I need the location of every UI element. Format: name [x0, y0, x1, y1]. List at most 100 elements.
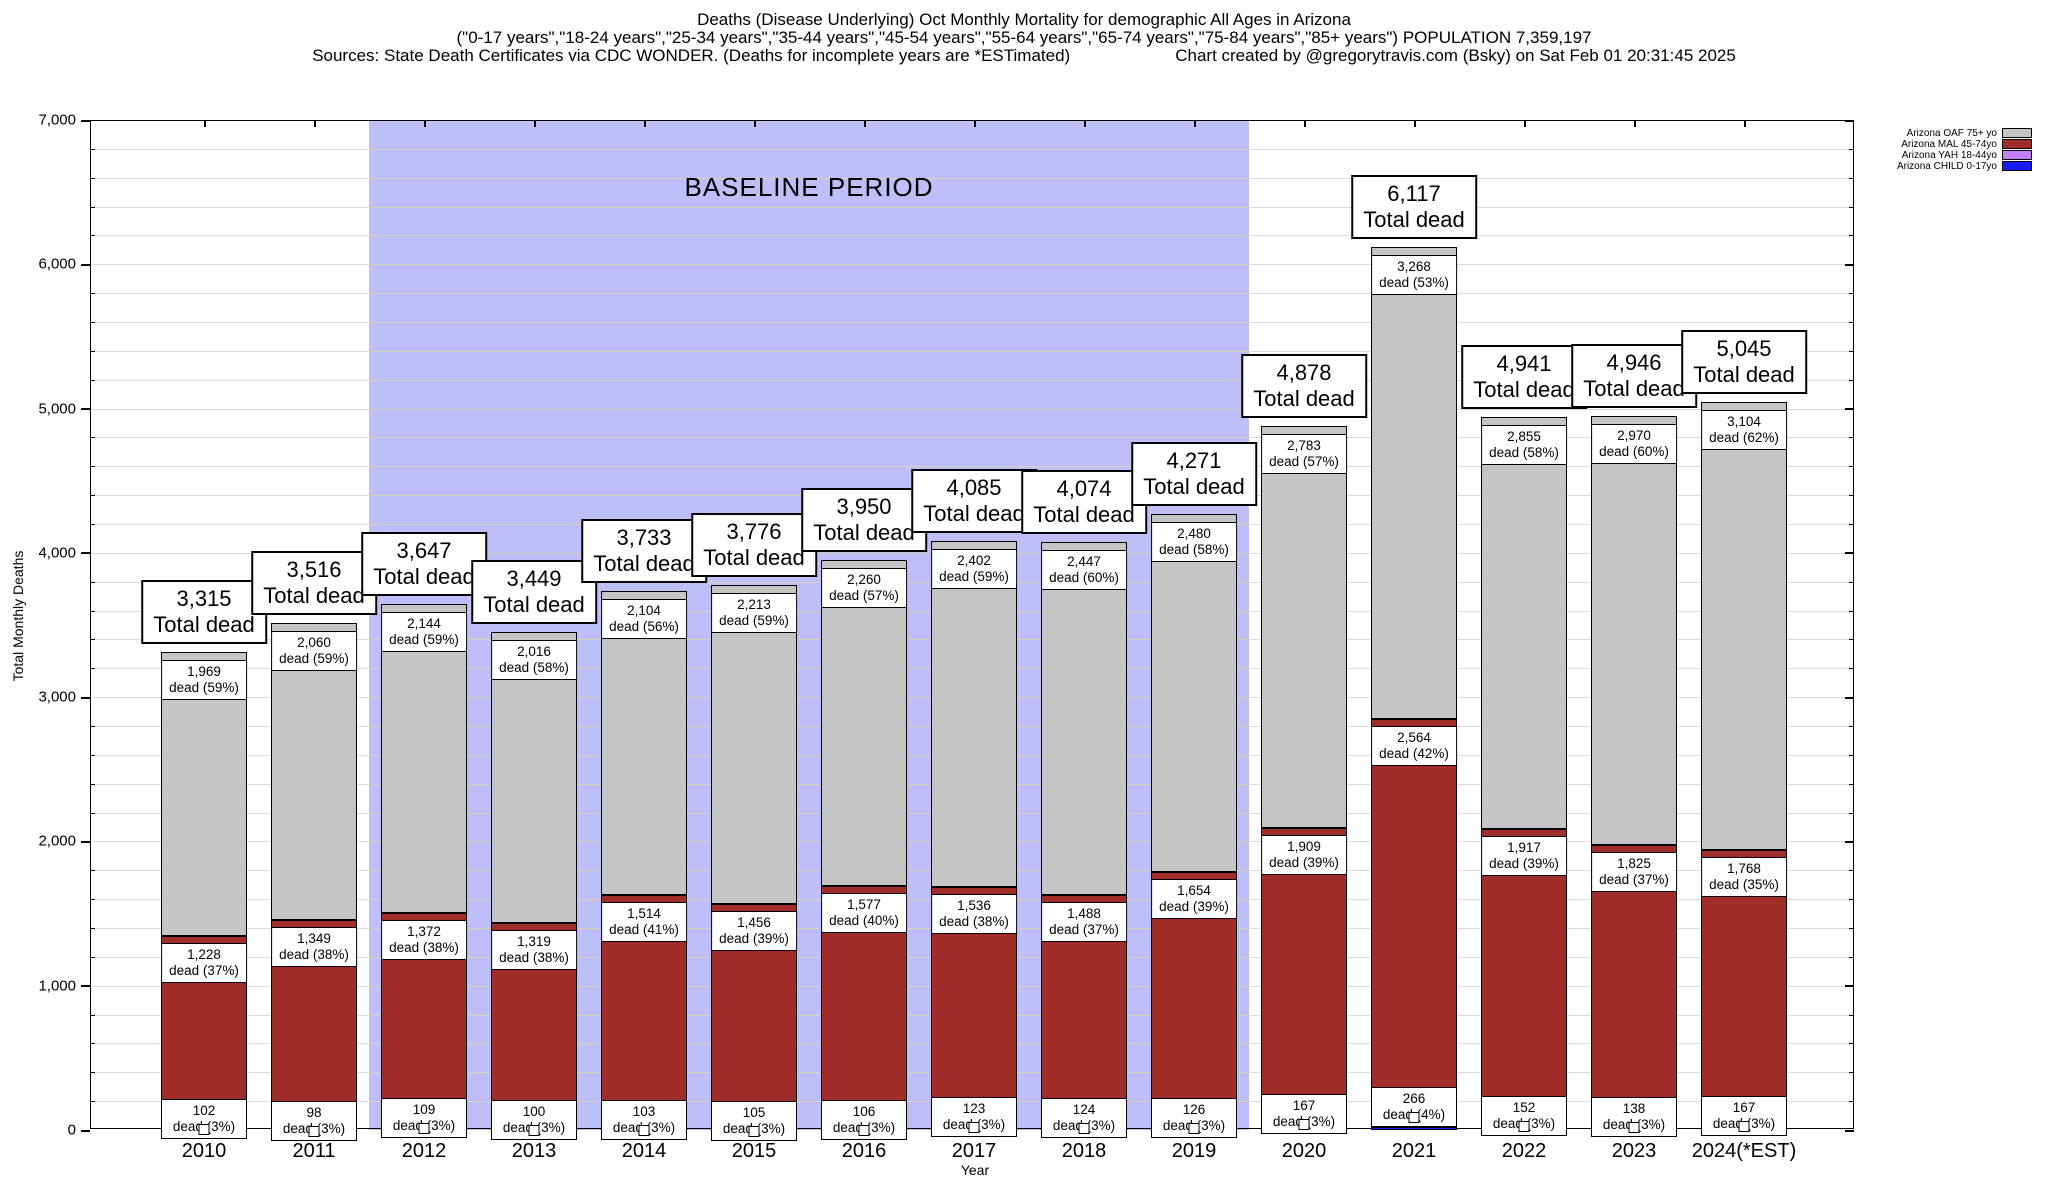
y-minor-tick-right: [1849, 581, 1854, 583]
bar-segment-oaf: [1261, 426, 1347, 828]
segment-label-oaf: 2,016 dead (58%): [491, 640, 577, 681]
y-gridline-baseline-overlay: [369, 956, 1249, 958]
y-major-tick-right: [1845, 1129, 1854, 1132]
y-gridline-baseline-overlay: [369, 177, 1249, 179]
x-top-tick: [754, 120, 756, 127]
total-dead-label: 6,117 Total dead: [1351, 175, 1477, 240]
y-minor-tick-left: [90, 1101, 95, 1103]
label-point-marker: [748, 1126, 760, 1138]
legend-label: Arizona MAL 45-74yo: [1901, 139, 1997, 150]
total-dead-label: 4,085 Total dead: [911, 468, 1037, 533]
y-minor-tick-left: [90, 956, 95, 958]
x-top-tick: [314, 120, 316, 127]
y-gridline-baseline-overlay: [369, 985, 1249, 987]
y-gridline-baseline-overlay: [369, 206, 1249, 208]
y-minor-tick-left: [90, 812, 95, 814]
segment-label-oaf: 2,260 dead (57%): [821, 568, 907, 609]
segment-label-mal: 1,349 dead (38%): [271, 926, 357, 967]
x-top-tick: [864, 120, 866, 127]
x-top-tick: [1414, 120, 1416, 127]
y-major-tick-right: [1845, 119, 1854, 122]
y-gridline-baseline-overlay: [369, 726, 1249, 727]
y-gridline-baseline-overlay: [369, 1072, 1249, 1074]
y-major-tick-left: [81, 1129, 90, 1132]
y-minor-tick-right: [1849, 293, 1854, 295]
bar-segment-oaf: [711, 585, 797, 905]
bar-segment-oaf: [931, 540, 1017, 888]
bar-segment-oaf: [491, 632, 577, 924]
y-minor-tick-right: [1849, 1014, 1854, 1016]
chart-subtitle-demographics: ("0-17 years","18-24 years","25-34 years…: [456, 28, 1592, 47]
y-minor-tick-right: [1849, 350, 1854, 352]
y-minor-tick-left: [90, 899, 95, 901]
y-gridline-baseline-overlay: [369, 754, 1249, 756]
segment-label-yah: 123 dead (3%): [931, 1096, 1017, 1137]
x-tick-label-year: 2017: [951, 1140, 997, 1162]
segment-label-yah: 109 dead (3%): [381, 1097, 467, 1138]
segment-label-yah: 266 dead (4%): [1371, 1087, 1457, 1128]
x-axis-title: Year: [960, 1162, 990, 1178]
y-minor-tick-left: [90, 668, 95, 670]
y-tick-label: 6,000: [38, 255, 76, 273]
y-gridline-baseline-overlay: [369, 783, 1249, 785]
y-tick-label: 3,000: [38, 688, 76, 706]
baseline-period-label: BASELINE PERIOD: [684, 172, 934, 202]
bar-segment-oaf: [1481, 417, 1567, 829]
y-minor-tick-right: [1849, 928, 1854, 929]
total-dead-label: 3,449 Total dead: [471, 560, 597, 625]
total-dead-label: 3,733 Total dead: [581, 519, 707, 584]
y-minor-tick-right: [1849, 899, 1854, 901]
y-tick-label: 2,000: [38, 832, 76, 850]
y-minor-tick-right: [1849, 1072, 1854, 1074]
legend-swatch: [2002, 139, 2032, 150]
y-minor-tick-right: [1849, 206, 1854, 208]
segment-label-yah: 167 dead (3%): [1701, 1096, 1787, 1137]
y-gridline-baseline-overlay: [369, 408, 1249, 410]
x-top-tick: [1634, 120, 1636, 127]
label-point-marker: [638, 1124, 650, 1136]
segment-label-oaf: 2,447 dead (60%): [1041, 550, 1127, 591]
segment-label-oaf: 3,104 dead (62%): [1701, 410, 1787, 451]
segment-label-mal: 1,909 dead (39%): [1261, 834, 1347, 875]
x-tick-label-year: 2019: [1171, 1140, 1217, 1162]
legend: Arizona OAF 75+ yo Arizona MAL 45-74yo Ari…: [1897, 128, 2032, 172]
chart-sources: Sources: State Death Certificates via CD…: [312, 46, 1071, 65]
y-major-tick-right: [1845, 840, 1854, 843]
segment-label-mal: 1,577 dead (40%): [821, 893, 907, 934]
legend-label: Arizona YAH 18-44yo: [1901, 150, 1997, 161]
y-minor-tick-right: [1849, 1043, 1854, 1045]
y-gridline-baseline-overlay: [369, 322, 1249, 323]
legend-swatch: [2002, 150, 2032, 161]
segment-label-oaf: 2,783 dead (57%): [1261, 434, 1347, 475]
y-major-tick-left: [81, 263, 90, 266]
total-dead-label: 3,315 Total dead: [141, 579, 267, 644]
y-gridline-baseline-overlay: [369, 812, 1249, 814]
segment-label-yah: 102 dead (3%): [161, 1099, 247, 1140]
x-tick-label-year: 2011: [292, 1140, 336, 1162]
y-minor-tick-left: [90, 524, 95, 525]
y-minor-tick-right: [1849, 610, 1854, 612]
x-top-tick: [1524, 120, 1526, 127]
total-dead-label: 3,776 Total dead: [691, 513, 817, 578]
segment-label-yah: 105 dead (3%): [711, 1101, 797, 1142]
y-minor-tick-left: [90, 870, 95, 872]
y-gridline-baseline-overlay: [369, 639, 1249, 641]
segment-label-yah: 106 dead (3%): [821, 1100, 907, 1141]
y-minor-tick-left: [90, 783, 95, 785]
segment-label-oaf: 2,104 dead (56%): [601, 599, 687, 640]
label-point-marker: [198, 1124, 210, 1136]
bar-segment-oaf: [1591, 416, 1677, 845]
chart-sources-line: Sources: State Death Certificates via CD…: [0, 46, 2048, 65]
y-minor-tick-right: [1849, 956, 1854, 958]
segment-label-mal: 1,917 dead (39%): [1481, 836, 1567, 877]
bar-segment-child: [1371, 1127, 1457, 1130]
x-tick-label-year: 2021: [1391, 1140, 1437, 1162]
segment-label-oaf: 2,144 dead (59%): [381, 611, 467, 652]
y-minor-tick-right: [1849, 668, 1854, 670]
y-minor-tick-left: [90, 726, 95, 727]
x-top-tick: [1084, 120, 1086, 127]
y-minor-tick-right: [1849, 322, 1854, 323]
chart-credit: Chart created by @gregorytravis.com (Bsk…: [1175, 46, 1736, 65]
segment-label-oaf: 3,268 dead (53%): [1371, 255, 1457, 296]
